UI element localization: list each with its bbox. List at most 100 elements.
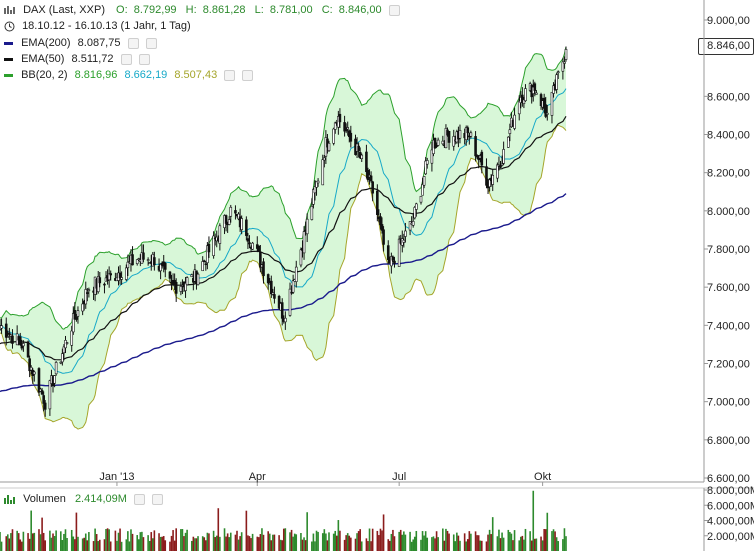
- volume-bar: [306, 512, 308, 551]
- candle: [415, 202, 418, 217]
- settings-icon[interactable]: [388, 4, 400, 16]
- candle: [507, 136, 510, 148]
- candle-body: [218, 225, 222, 244]
- candle-body: [159, 264, 162, 272]
- close-icon[interactable]: [145, 37, 157, 49]
- volume-bar: [141, 531, 143, 551]
- candle: [234, 205, 237, 220]
- candle-body: [435, 144, 438, 147]
- candle: [556, 70, 560, 79]
- candle-body: [54, 362, 58, 375]
- candle-body: [365, 151, 368, 173]
- volume-bar: [546, 512, 549, 551]
- candle-body: [480, 151, 484, 166]
- volume-bar: [446, 530, 449, 551]
- instrument-title: DAX (Last, XXP): [23, 4, 105, 17]
- candle-body: [425, 160, 429, 165]
- candle-body: [212, 235, 215, 256]
- volume-bar: [424, 531, 427, 551]
- volume-bar: [84, 533, 87, 551]
- close-icon[interactable]: [138, 53, 150, 65]
- candle-body: [305, 218, 309, 235]
- candle-body: [62, 346, 66, 354]
- candle-body: [524, 88, 527, 102]
- candle-body: [4, 323, 8, 338]
- candle: [357, 142, 360, 158]
- volume-bar: [314, 541, 316, 551]
- candle: [299, 247, 303, 268]
- volume-bar: [393, 536, 396, 551]
- volume-bar: [55, 530, 57, 551]
- candle: [118, 265, 122, 285]
- candle: [379, 213, 382, 230]
- candle: [224, 214, 228, 232]
- volume-bar: [226, 533, 229, 551]
- candle: [424, 157, 427, 176]
- volume-bar: [303, 537, 305, 551]
- volume-bar: [0, 541, 3, 551]
- volume-bar: [479, 540, 482, 551]
- candle-body: [522, 99, 526, 104]
- chart-type-icon[interactable]: [4, 5, 16, 15]
- volume-bar: [435, 531, 438, 551]
- candle-body: [87, 289, 91, 292]
- candle-body: [124, 267, 128, 280]
- settings-icon[interactable]: [120, 53, 132, 65]
- candle: [163, 262, 167, 278]
- candle-body: [441, 140, 445, 145]
- volume-bar: [175, 528, 177, 551]
- candle: [499, 160, 502, 169]
- settings-icon[interactable]: [127, 37, 139, 49]
- candle: [349, 125, 353, 148]
- volume-bar: [507, 529, 510, 551]
- candle: [533, 81, 537, 97]
- volume-bar: [326, 540, 329, 551]
- volume-bar: [267, 531, 269, 551]
- price-tick-label: 6.800,00: [707, 435, 750, 447]
- candle: [545, 104, 549, 121]
- price-tick-label: 7.600,00: [707, 282, 750, 294]
- volume-bar: [86, 540, 89, 551]
- candle: [436, 137, 440, 147]
- ohlc-low: 8.781,00: [269, 4, 313, 17]
- volume-bar: [346, 533, 349, 551]
- candle: [62, 344, 66, 361]
- volume-bar: [532, 490, 535, 551]
- candle-body: [376, 190, 379, 215]
- candle: [257, 245, 261, 253]
- volume-bar: [195, 538, 198, 551]
- close-icon[interactable]: [152, 493, 164, 505]
- current-price-tag: 8.846,00: [698, 38, 754, 55]
- volume-bar: [530, 540, 533, 551]
- volume-bar: [404, 534, 407, 551]
- volume-bar: [521, 535, 524, 551]
- candle-body: [436, 139, 440, 146]
- candle: [280, 298, 284, 326]
- volume-bar: [270, 540, 273, 551]
- candle-body: [447, 131, 451, 143]
- candle-body: [11, 335, 14, 344]
- settings-icon[interactable]: [224, 69, 236, 81]
- candle: [218, 223, 222, 251]
- volume-bar: [335, 535, 338, 551]
- volume-bar: [325, 533, 327, 551]
- candle: [109, 270, 113, 281]
- candle: [496, 162, 499, 183]
- settings-icon[interactable]: [133, 493, 145, 505]
- volume-bar: [529, 531, 531, 551]
- candle: [290, 285, 293, 295]
- candle-body: [33, 371, 36, 375]
- close-icon[interactable]: [242, 69, 254, 81]
- volume-bar: [562, 539, 564, 551]
- volume-bar: [11, 529, 14, 551]
- candle-body: [86, 292, 89, 294]
- bb-name: BB(20, 2): [21, 69, 68, 82]
- candle: [430, 141, 434, 172]
- candle-body: [190, 274, 194, 278]
- candle: [408, 221, 412, 236]
- candle-body: [196, 273, 200, 285]
- volume-bar: [317, 531, 319, 551]
- candle-body: [393, 260, 396, 264]
- volume-bar: [16, 530, 18, 551]
